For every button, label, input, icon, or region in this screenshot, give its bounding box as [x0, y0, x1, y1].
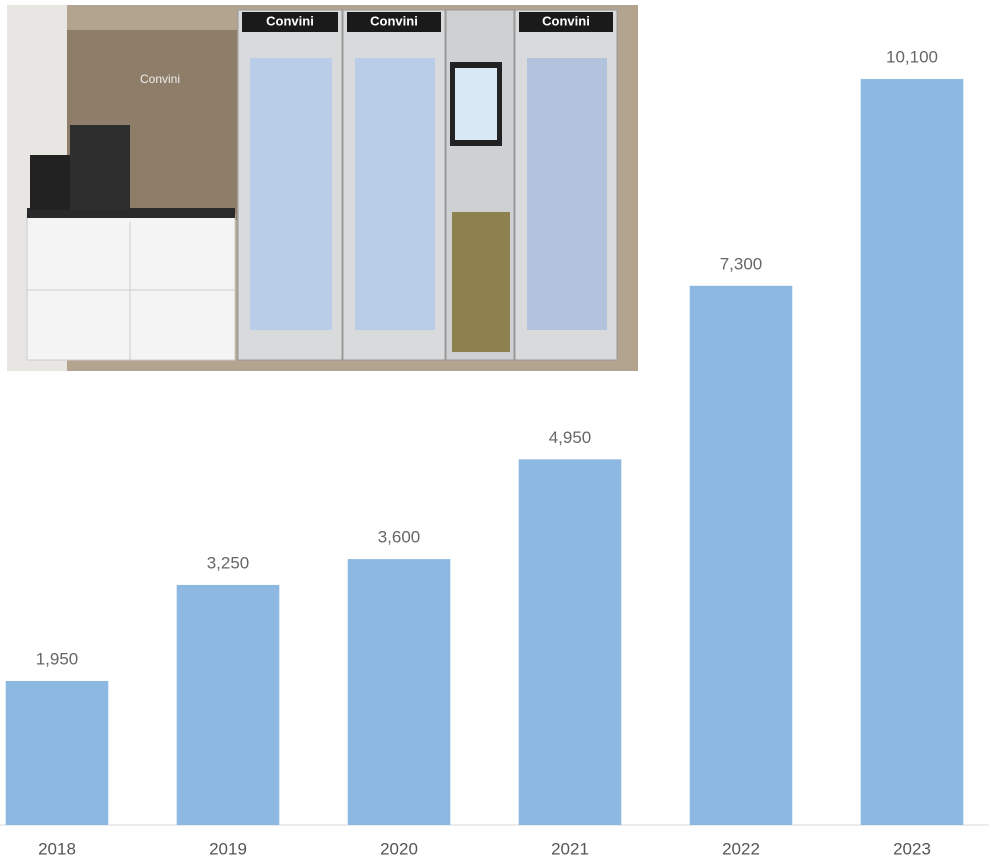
- value-label: 4,950: [549, 428, 592, 447]
- photo-screen-display: [455, 68, 497, 140]
- bar: [689, 285, 793, 826]
- x-tick-label: 2023: [893, 839, 931, 858]
- value-label: 3,250: [207, 553, 250, 572]
- photo: Convini Convini Convini Convini: [7, 5, 638, 371]
- value-label: 10,100: [886, 47, 938, 66]
- photo-counter: [26, 214, 236, 361]
- photo-sign: [242, 12, 338, 32]
- photo-sign-text: Convini: [370, 13, 418, 28]
- x-tick-label: 2022: [722, 839, 760, 858]
- photo-sign-text: Convini: [542, 13, 590, 28]
- photo-fridge-interior: [250, 58, 332, 330]
- x-tick-label: 2019: [209, 839, 247, 858]
- bar: [5, 680, 109, 825]
- photo-grinder: [30, 155, 70, 210]
- x-tick-label: 2020: [380, 839, 418, 858]
- value-label: 3,600: [378, 528, 421, 547]
- photo-sign-text: Convini: [266, 13, 314, 28]
- value-label: 7,300: [720, 254, 763, 273]
- photo-coffee-machine: [70, 125, 130, 210]
- x-tick-label: 2018: [38, 839, 76, 858]
- photo-sign-text: Convini: [140, 72, 180, 86]
- photo-sign: [347, 12, 441, 32]
- bar: [347, 559, 451, 825]
- bar: [176, 584, 280, 825]
- photo-snack-shelf: [452, 212, 510, 352]
- photo-countertop: [27, 208, 235, 218]
- x-tick-label: 2021: [551, 839, 589, 858]
- value-label: 1,950: [36, 649, 79, 668]
- photo-fridge-interior: [355, 58, 435, 330]
- photo-sign: [519, 12, 613, 32]
- bar: [518, 459, 622, 825]
- bar: [860, 78, 964, 825]
- photo-fridge-interior: [527, 58, 607, 330]
